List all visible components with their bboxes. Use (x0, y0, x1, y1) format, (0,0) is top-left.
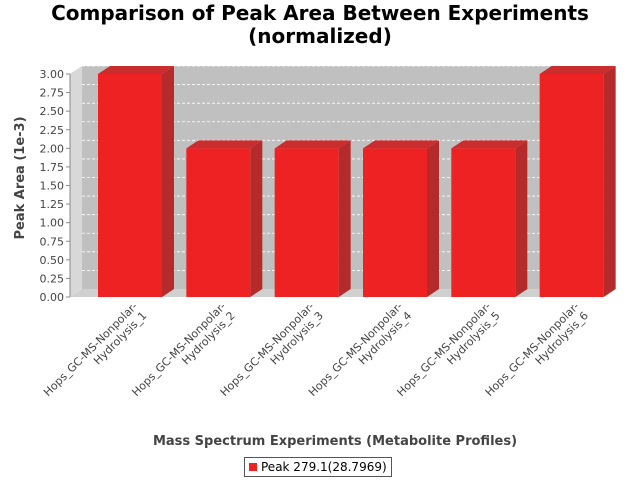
x-axis-category-labels: Hops_GC-MS-Nonpolar-Hydrolysis_1Hops_GC-… (41, 300, 591, 399)
bar-front (98, 74, 162, 297)
bars (98, 66, 616, 297)
bar-front (539, 74, 604, 297)
bar-front (451, 148, 516, 297)
y-tick-label: 2.75 (40, 87, 65, 100)
bar (539, 66, 616, 297)
bar (186, 140, 263, 297)
y-tick-label: 0.25 (40, 272, 65, 285)
bar-top (451, 140, 528, 149)
bar-front (186, 148, 251, 297)
bar-side (603, 66, 616, 297)
y-tick-label: 0.75 (40, 235, 65, 248)
legend-label: Peak 279.1(28.7969) (261, 460, 387, 474)
legend: Peak 279.1(28.7969) (244, 457, 392, 477)
y-axis-title: Peak Area (1e-3) (13, 116, 28, 239)
bar-front (274, 148, 339, 297)
bar-side (250, 140, 263, 297)
y-tick-label: 0.50 (40, 254, 65, 267)
bar-top (539, 66, 616, 74)
chart-title: Comparison of Peak Area Between Experime… (0, 2, 640, 48)
bar (274, 140, 351, 297)
bar-top (274, 140, 351, 149)
bar-front (363, 148, 427, 297)
x-axis-title: Mass Spectrum Experiments (Metabolite Pr… (153, 434, 517, 449)
bar-side (515, 140, 528, 297)
y-tick-label: 3.00 (40, 68, 65, 81)
y-tick-label: 2.50 (40, 105, 65, 118)
y-tick-label: 1.25 (40, 198, 65, 211)
y-tick-label: 0.00 (40, 291, 65, 304)
chart-title-line-2: (normalized) (248, 24, 392, 48)
bar (98, 66, 174, 297)
bar (451, 140, 528, 297)
bar-side (338, 140, 351, 297)
legend-swatch (249, 463, 257, 471)
y-tick-label: 1.00 (40, 217, 65, 230)
y-tick-label: 1.50 (40, 180, 65, 193)
bar-top (98, 66, 174, 74)
bar (363, 140, 439, 297)
x-category-label-line: Hops_GC-MS-Nonpolar- (41, 300, 140, 399)
bar-side (162, 66, 174, 297)
y-axis-ticks: 0.00 0.25 0.50 0.75 1.00 1.25 1.50 1.75 2.00 2.25… (40, 68, 71, 304)
y-tick-label: 2.25 (40, 124, 65, 137)
bar-side (427, 140, 439, 297)
y-tick-label: 2.00 (40, 142, 65, 155)
bar-top (186, 140, 263, 149)
y-tick-label: 1.75 (40, 161, 65, 174)
plot-left-wall (70, 66, 82, 297)
bar-top (363, 140, 439, 149)
chart-title-line-1: Comparison of Peak Area Between Experime… (51, 1, 589, 25)
